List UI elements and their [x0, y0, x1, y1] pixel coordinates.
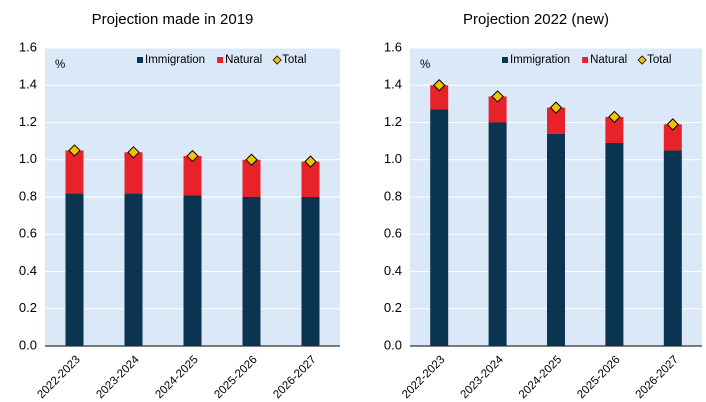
total-marker [127, 146, 140, 159]
bar-segment [242, 159, 261, 197]
y-tick-label: 1.0 [19, 151, 37, 166]
bar-segment [65, 193, 84, 346]
legend-marker [637, 55, 647, 65]
x-tick-label: 2025-2026 [212, 354, 259, 401]
y-tick-label: 0.6 [384, 226, 402, 241]
y-tick-label: 1.4 [384, 77, 402, 92]
y-unit-label: % [55, 59, 65, 71]
x-tick-label: 2024-2025 [517, 354, 564, 401]
total-marker [666, 118, 680, 131]
y-tick-label: 0.0 [19, 337, 37, 352]
y-tick-label: 1.2 [19, 114, 37, 129]
y-tick-label: 0.2 [19, 300, 37, 315]
x-tick-label: 2022-2023 [35, 354, 82, 401]
total-marker [186, 149, 199, 163]
chart-title: Projection 2022 (new) [463, 11, 609, 28]
bar-segment [124, 152, 143, 194]
y-tick-label: 1.0 [384, 151, 402, 166]
y-tick-label: 0.6 [19, 226, 37, 241]
bar-segment [124, 193, 143, 346]
legend-label: Total [282, 54, 306, 66]
total-marker [608, 110, 621, 124]
legend-label: Total [647, 54, 671, 66]
y-tick-label: 0.8 [384, 188, 402, 203]
legend-marker [502, 57, 508, 63]
y-tick-label: 0.8 [19, 188, 37, 203]
y-tick-label: 1.2 [384, 114, 402, 129]
bar-segment [430, 109, 449, 347]
legend-label: Immigration [145, 54, 205, 66]
total-marker [491, 90, 504, 103]
legend-marker [137, 57, 143, 63]
total-marker [432, 79, 446, 92]
bar-segment [605, 142, 624, 346]
total-marker [304, 155, 317, 168]
x-tick-label: 2024-2025 [153, 354, 200, 401]
bar-segment [242, 197, 261, 346]
x-tick-label: 2023-2024 [458, 353, 506, 401]
chart-title: Projection made in 2019 [92, 11, 254, 28]
legend-label: Natural [225, 54, 262, 66]
x-tick-label: 2025-2026 [575, 354, 622, 401]
bar-segment [301, 161, 320, 197]
bar-segment [301, 197, 320, 346]
y-tick-label: 0.0 [384, 337, 402, 352]
x-tick-label: 2023-2024 [94, 353, 142, 401]
y-tick-label: 1.6 [19, 39, 37, 54]
bar-segment [488, 96, 507, 123]
bar-segment [488, 122, 507, 346]
legend-marker [272, 55, 282, 65]
total-marker [68, 144, 81, 157]
y-tick-label: 1.4 [19, 77, 37, 92]
bar-segment [663, 124, 682, 151]
bar-segment [183, 195, 202, 346]
y-tick-label: 0.2 [384, 300, 402, 315]
y-tick-label: 1.6 [384, 39, 402, 54]
y-tick-label: 0.4 [384, 263, 402, 278]
bar-segment [663, 150, 682, 346]
bar-segment [547, 133, 565, 346]
total-marker [549, 101, 563, 114]
bar-segment [547, 107, 565, 134]
bar-segment [183, 156, 202, 196]
x-tick-label: 2022-2023 [400, 354, 447, 401]
legend-label: Natural [590, 54, 627, 66]
legend-label: Immigration [510, 54, 570, 66]
y-tick-label: 0.4 [19, 263, 37, 278]
legend-marker [582, 57, 589, 63]
bar-segment [65, 150, 84, 194]
y-unit-label: % [420, 59, 430, 71]
x-tick-label: 2026-2027 [271, 354, 318, 401]
x-tick-label: 2026-2027 [634, 354, 681, 401]
legend-marker [217, 57, 224, 63]
total-marker [245, 153, 258, 166]
bar-segment [430, 85, 449, 110]
bar-segment [605, 116, 624, 143]
